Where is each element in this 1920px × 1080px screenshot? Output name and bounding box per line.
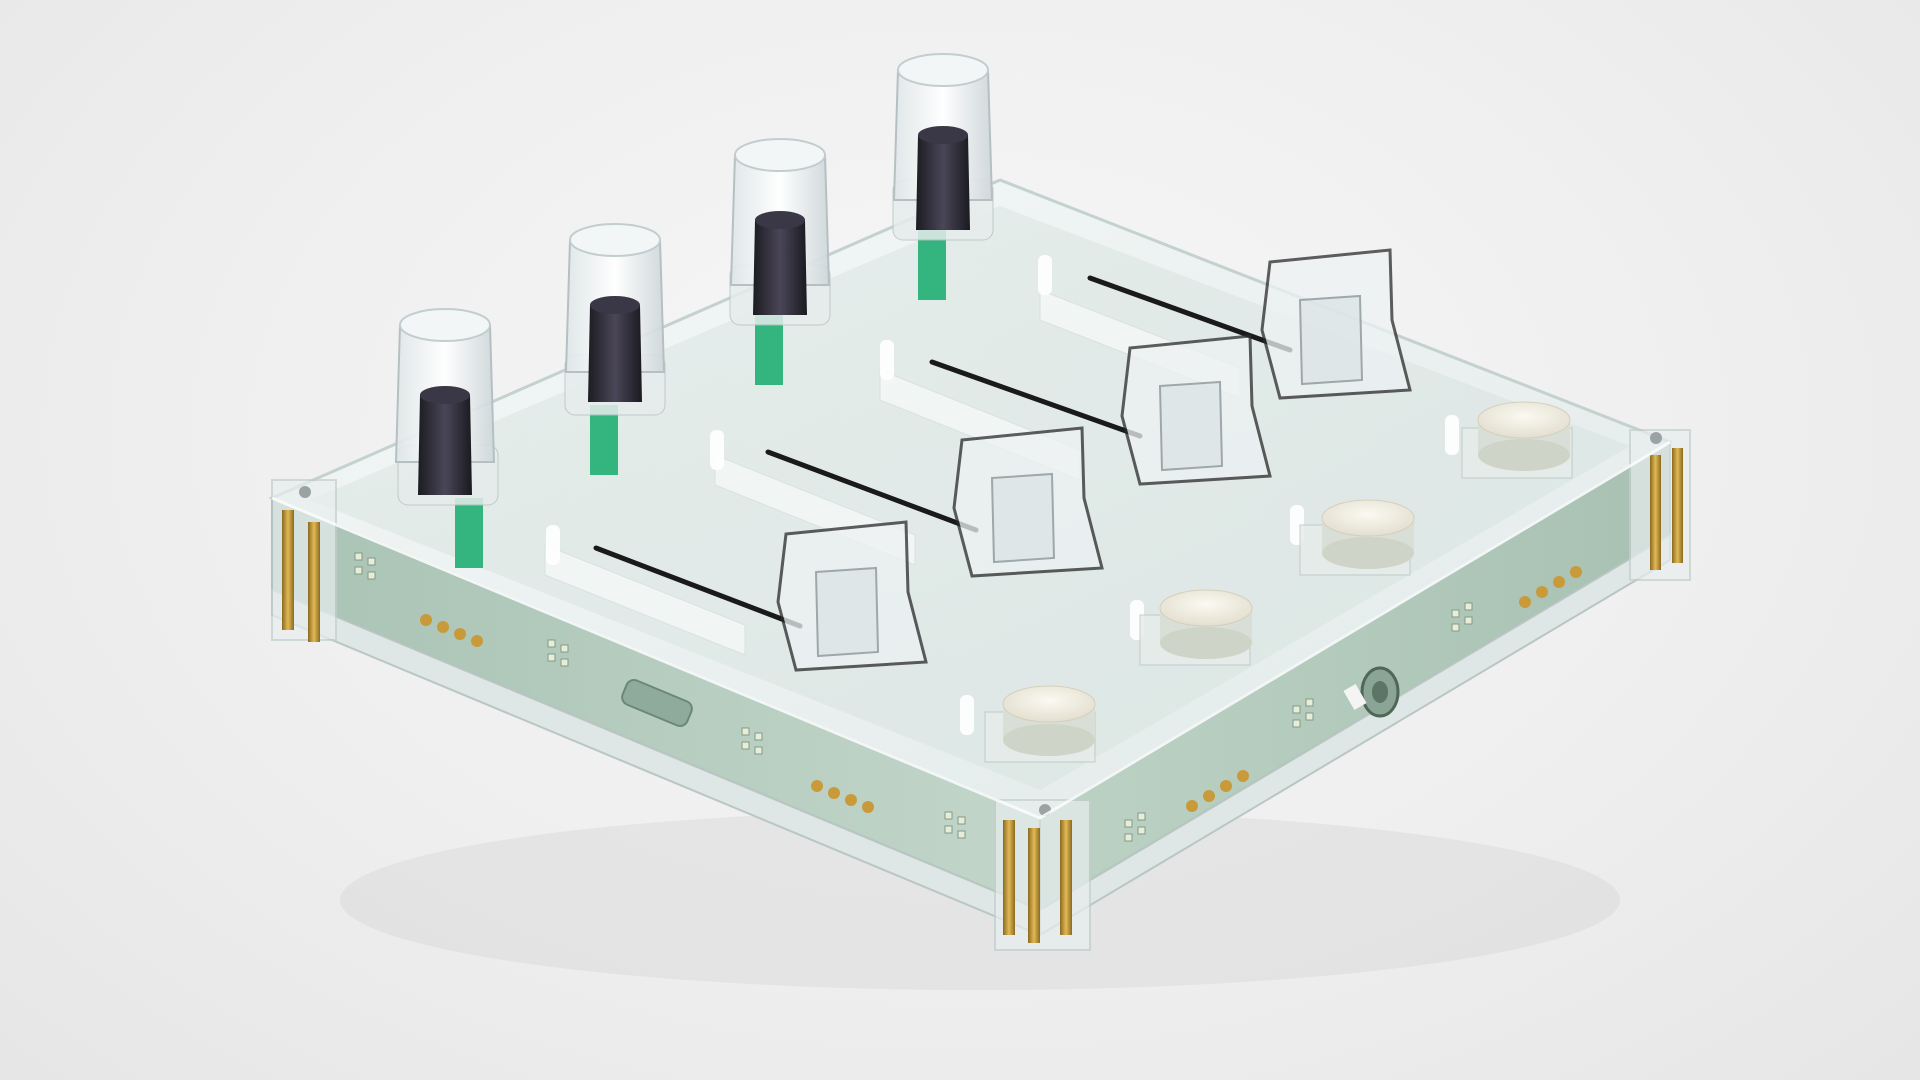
- fader-1[interactable]: [544, 520, 928, 672]
- knob-4[interactable]: [892, 53, 994, 300]
- pin-header-left-1: [420, 614, 483, 647]
- button-3[interactable]: [1299, 499, 1415, 576]
- button-4[interactable]: [1461, 401, 1573, 479]
- pin-header-right-1: [1186, 770, 1249, 812]
- usb-slot: [621, 679, 693, 727]
- pin-header-left-2: [811, 780, 874, 813]
- plate-highlight: [271, 440, 1671, 820]
- knob-1[interactable]: [394, 308, 499, 568]
- standoff-posts: [546, 255, 1459, 735]
- knob-2[interactable]: [564, 223, 666, 475]
- corner-post-left: [271, 479, 337, 642]
- knob-3[interactable]: [729, 138, 831, 385]
- button-2[interactable]: [1139, 589, 1253, 666]
- button-1[interactable]: [984, 685, 1096, 763]
- pin-header-right-2: [1519, 566, 1582, 608]
- corner-post-front: [994, 799, 1091, 951]
- corner-post-right: [1629, 429, 1691, 581]
